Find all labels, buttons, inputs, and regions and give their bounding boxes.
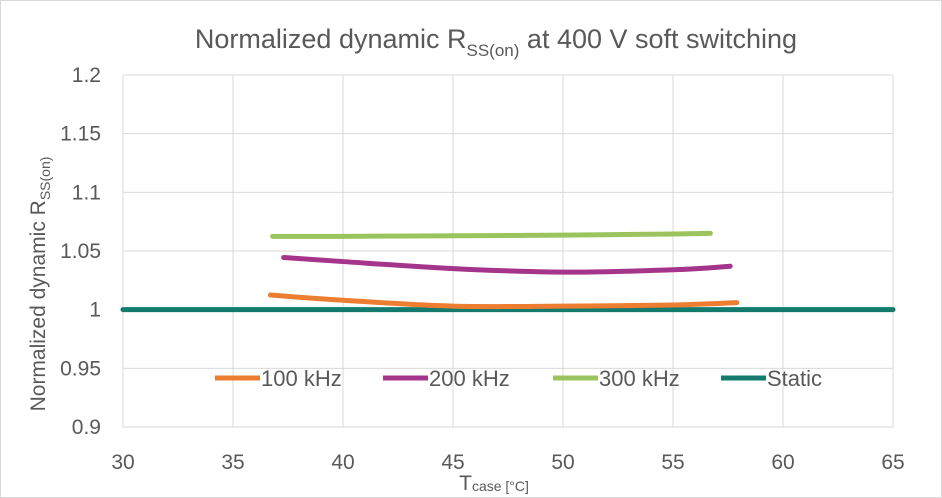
y-tick-label: 0.9 [72, 416, 101, 439]
legend-label: 200 kHz [429, 366, 510, 391]
x-tick-label: 60 [771, 451, 794, 474]
x-tick-label: 50 [551, 451, 574, 474]
series-line-100-khz [267, 292, 740, 310]
x-tick-label: 45 [441, 451, 464, 474]
x-tick-label: 40 [331, 451, 354, 474]
legend-label: 100 kHz [261, 366, 342, 391]
legend-item: Static [721, 366, 822, 391]
y-tick-label: 1.05 [60, 240, 101, 263]
x-tick-label: 65 [881, 451, 904, 474]
y-tick-label: 1.1 [72, 181, 101, 204]
y-tick-label: 1 [89, 299, 101, 322]
y-tick-label: 1.15 [60, 123, 101, 146]
chart-title: Normalized dynamic RSS(on) at 400 V soft… [195, 24, 797, 60]
x-tick-label: 55 [661, 451, 684, 474]
x-tick-label: 35 [221, 451, 244, 474]
series-line-300-khz [270, 230, 713, 239]
x-axis: 30 35 40 45 50 55 60 65 [111, 451, 904, 474]
legend-item: 100 kHz [215, 366, 342, 391]
y-axis: 0.9 0.95 1 1.05 1.1 1.15 1.2 [60, 64, 101, 439]
y-axis-title: Normalized dynamic RSS(on) [27, 157, 53, 412]
legend-item: 200 kHz [383, 366, 510, 391]
legend: 100 kHz 200 kHz 300 kHz Static [215, 366, 822, 391]
legend-item: 300 kHz [553, 366, 680, 391]
y-tick-label: 0.95 [60, 357, 101, 380]
legend-label: 300 kHz [599, 366, 680, 391]
y-tick-label: 1.2 [72, 64, 101, 87]
x-tick-label: 30 [111, 451, 134, 474]
legend-label: Static [767, 366, 822, 391]
x-axis-title: Tcase [°C] [459, 472, 529, 495]
series-line-200-khz [281, 254, 733, 275]
plot-area [120, 230, 896, 313]
